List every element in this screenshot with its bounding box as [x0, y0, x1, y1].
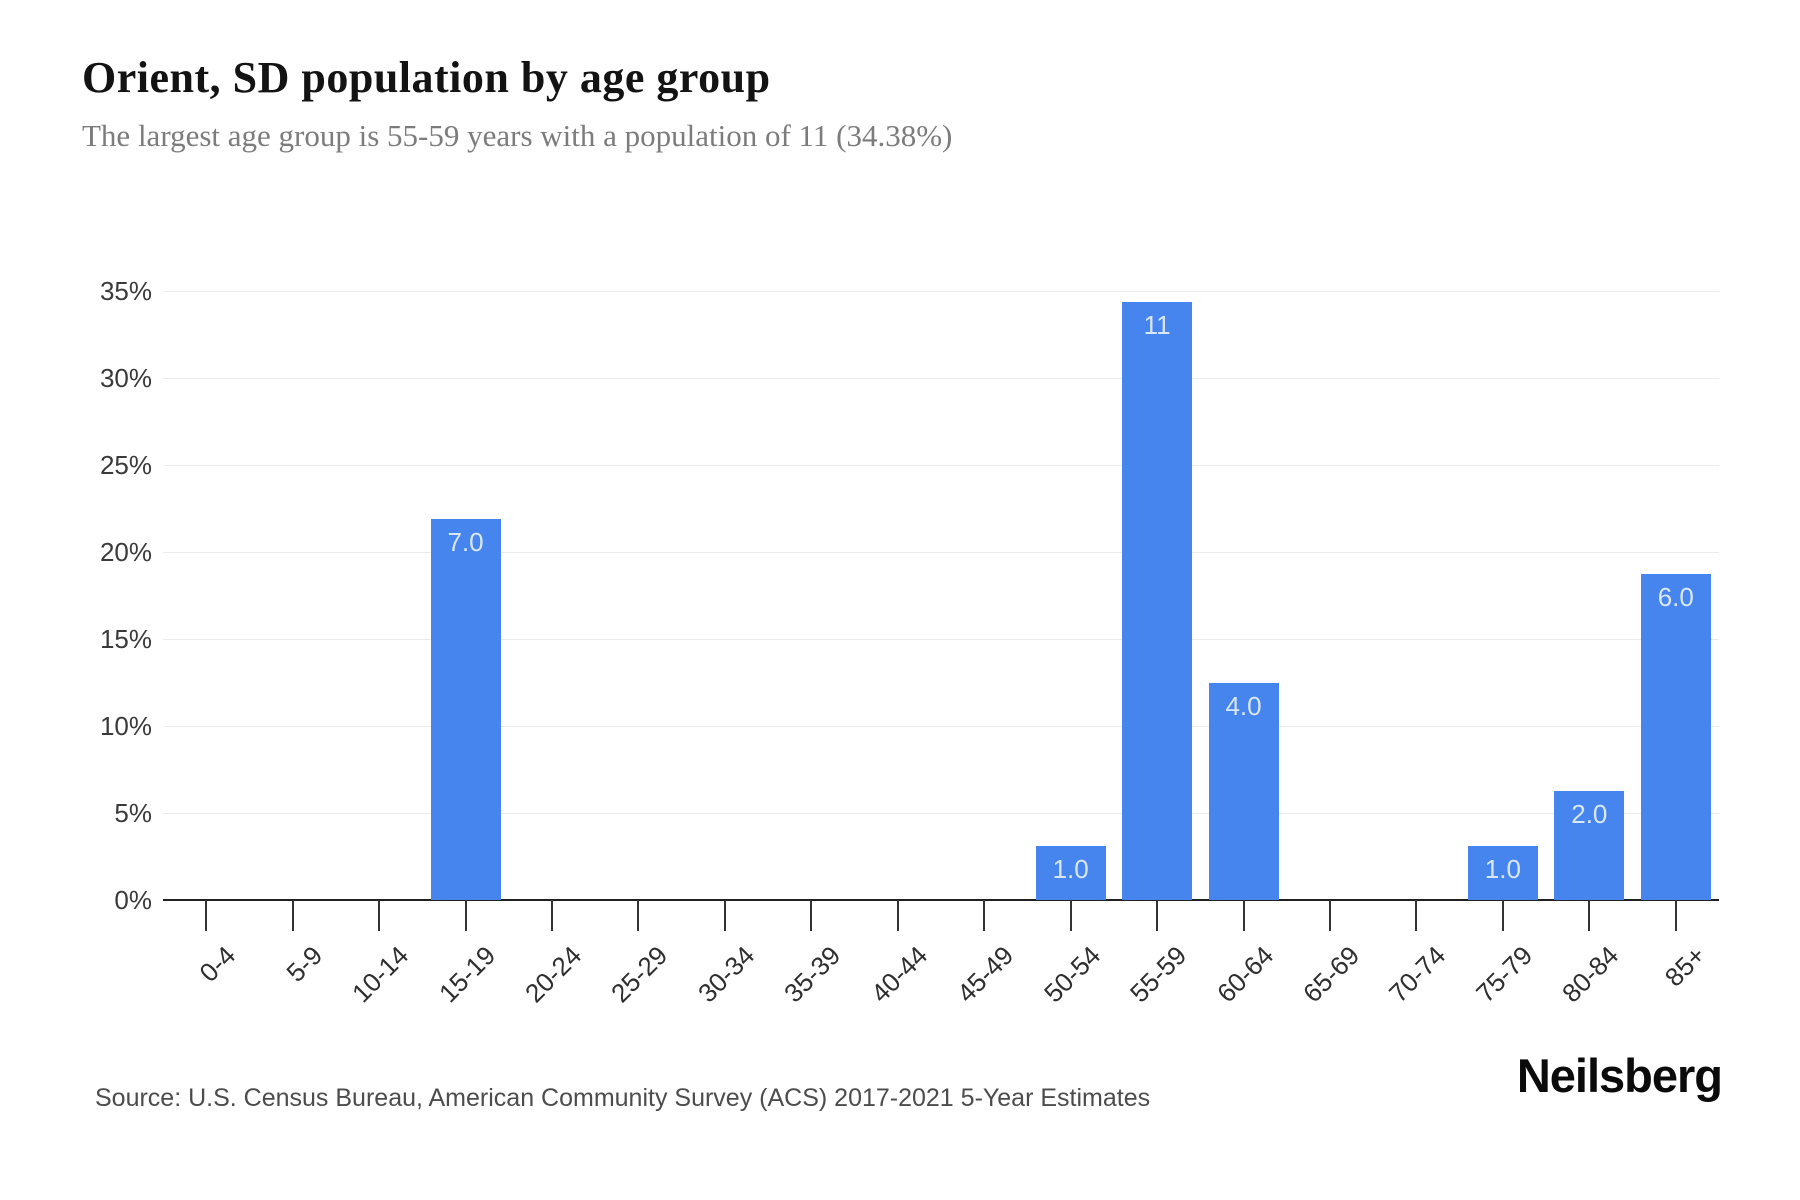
- y-tick-label: 10%: [99, 711, 152, 741]
- y-tick-label: 0%: [114, 885, 152, 915]
- x-tick-75-79: [1501, 900, 1504, 931]
- bar-value-label: 7.0: [447, 527, 484, 558]
- gridline-30: [163, 378, 1719, 379]
- y-tick-label: 30%: [99, 363, 152, 393]
- bar-75-79[interactable]: 1.0: [1467, 845, 1538, 900]
- source-note: Source: U.S. Census Bureau, American Com…: [95, 1084, 1151, 1112]
- x-tick-10-14: [378, 900, 381, 931]
- plot-area: 7.0 1.0 11 4.0 1.0 2.0 6.0: [163, 250, 1719, 901]
- bar-15-19[interactable]: 7.0: [430, 519, 501, 900]
- x-tick-80-84: [1588, 900, 1591, 931]
- bar-85+[interactable]: 6.0: [1640, 573, 1711, 900]
- x-tick-30-34: [723, 900, 726, 931]
- x-tick-50-54: [1069, 900, 1072, 931]
- x-tick-70-74: [1415, 900, 1418, 931]
- bar-value-label: 1.0: [1052, 853, 1089, 884]
- x-tick-85+: [1674, 900, 1677, 931]
- chart-subtitle: The largest age group is 55-59 years wit…: [82, 118, 953, 153]
- bar-80-84[interactable]: 2.0: [1554, 791, 1625, 900]
- x-tick-65-69: [1329, 900, 1331, 931]
- x-tick-60-64: [1242, 900, 1245, 931]
- bar-value-label: 6.0: [1657, 581, 1694, 612]
- bar-value-label: 1.0: [1484, 853, 1521, 884]
- x-tick-55-59: [1156, 900, 1159, 931]
- bar-50-54[interactable]: 1.0: [1035, 845, 1106, 900]
- x-tick-45-49: [983, 900, 986, 931]
- bar-55-59[interactable]: 11: [1122, 301, 1193, 900]
- bar-value-label: 11: [1143, 309, 1171, 340]
- x-tick-25-29: [637, 900, 640, 931]
- x-tick-20-24: [551, 900, 553, 931]
- x-tick-0-4: [205, 900, 208, 931]
- gridline-35: [163, 291, 1719, 292]
- x-tick-15-19: [464, 900, 467, 931]
- y-tick-label: 35%: [99, 276, 152, 306]
- gridline-20: [163, 552, 1719, 553]
- bar-value-label: 4.0: [1225, 690, 1262, 721]
- x-tick-5-9: [291, 900, 294, 931]
- y-tick-label: 20%: [99, 537, 152, 567]
- x-tick-35-39: [810, 900, 813, 931]
- y-tick-label: 5%: [114, 798, 152, 828]
- x-tick-40-44: [896, 900, 899, 931]
- x-label-70-74: 70-74: [1383, 940, 1452, 1009]
- chart-title: Orient, SD population by age group: [82, 53, 771, 102]
- neilsberg-logo: Neilsberg: [1516, 1049, 1723, 1102]
- gridline-10: [163, 726, 1719, 727]
- x-axis-line: [163, 899, 1719, 901]
- gridline-25: [163, 465, 1719, 466]
- y-tick-label: 25%: [99, 450, 152, 480]
- gridline-15: [163, 639, 1719, 640]
- y-tick-label: 15%: [99, 624, 152, 654]
- bar-60-64[interactable]: 4.0: [1208, 682, 1279, 900]
- x-label-75-79: 75-79: [1469, 940, 1539, 1009]
- bar-value-label: 2.0: [1571, 799, 1608, 830]
- gridline-5: [163, 813, 1719, 814]
